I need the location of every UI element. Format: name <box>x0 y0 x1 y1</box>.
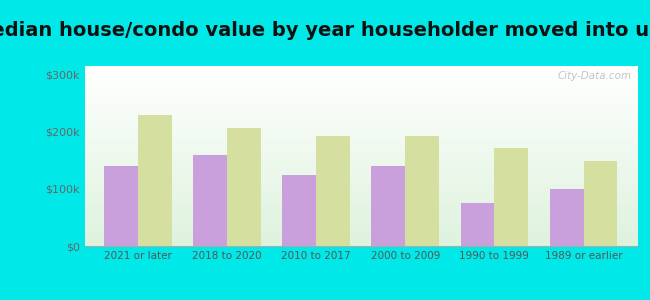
Bar <box>461 203 495 246</box>
Text: City-Data.com: City-Data.com <box>557 71 632 81</box>
Bar <box>138 115 172 246</box>
Bar <box>584 161 618 246</box>
Text: Median house/condo value by year householder moved into unit: Median house/condo value by year househo… <box>0 21 650 40</box>
Bar <box>193 154 227 246</box>
Bar <box>282 175 316 246</box>
Bar <box>227 128 261 246</box>
Bar <box>550 189 584 246</box>
Bar <box>371 166 406 246</box>
Bar <box>406 136 439 246</box>
Bar <box>495 148 528 246</box>
Bar <box>104 166 138 246</box>
Bar <box>316 136 350 246</box>
